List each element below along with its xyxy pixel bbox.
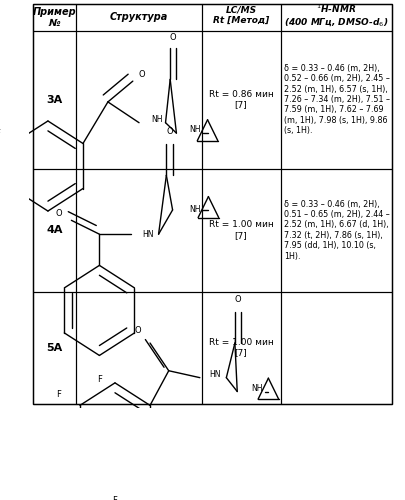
Text: O: O [139,70,145,78]
Text: δ = 0.33 – 0.46 (m, 2H),
0.52 – 0.66 (m, 2H), 2.45 –
2.52 (m, 1H), 6.57 (s, 1H),: δ = 0.33 – 0.46 (m, 2H), 0.52 – 0.66 (m,… [284,64,389,136]
Bar [33,292,76,404]
Bar [280,30,391,168]
Text: NH: NH [188,125,200,134]
Text: HN: HN [142,230,153,238]
Text: O: O [234,295,241,304]
Text: 3A: 3A [46,94,62,104]
Bar [76,4,201,30]
Text: O: O [170,34,176,42]
Bar [33,30,76,168]
Text: Пример
№: Пример № [32,6,76,28]
Text: O: O [55,209,62,218]
Bar [201,168,280,292]
Text: Rt = 0.86 мин
[7]: Rt = 0.86 мин [7] [208,90,273,110]
Text: NH: NH [189,206,201,214]
Bar [201,4,280,30]
Bar [201,30,280,168]
Bar [76,30,201,168]
Text: NH: NH [151,114,162,124]
Text: NH: NH [251,384,262,392]
Text: Rt = 1.00 мин
[7]: Rt = 1.00 мин [7] [208,220,273,240]
Text: O: O [166,128,173,136]
Text: F: F [97,375,102,384]
Text: Rt = 1.00 мин
[7]: Rt = 1.00 мин [7] [208,338,273,357]
Bar [280,292,391,404]
Text: δ = 0.33 – 0.46 (m, 2H),
0.51 – 0.65 (m, 2H), 2.44 –
2.52 (m, 1H), 6.67 (d, 1H),: δ = 0.33 – 0.46 (m, 2H), 0.51 – 0.65 (m,… [284,200,389,260]
Text: 4A: 4A [46,225,62,235]
Bar [76,292,201,404]
Bar [33,168,76,292]
Text: Структура: Структура [109,12,168,22]
Text: $^1$H-NMR
(400 МГц, DMSO-d$_6$): $^1$H-NMR (400 МГц, DMSO-d$_6$) [284,2,388,29]
Text: LC/MS
Rt [Метод]: LC/MS Rt [Метод] [213,6,269,25]
Text: O: O [134,326,141,336]
Bar [76,168,201,292]
Bar [201,292,280,404]
Bar [280,168,391,292]
Bar [280,4,391,30]
Bar [33,4,76,30]
Text: F: F [112,496,117,500]
Text: F: F [56,390,61,398]
Text: HN: HN [209,370,221,378]
Text: 5A: 5A [46,342,62,352]
